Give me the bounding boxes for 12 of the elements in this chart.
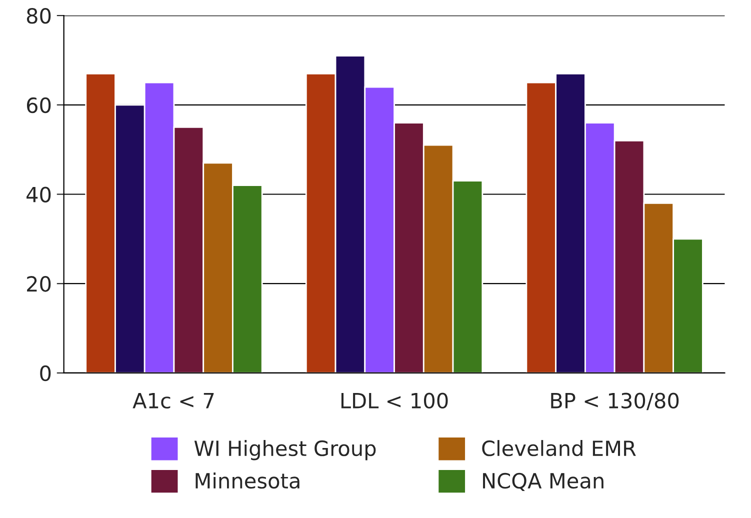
x-tick-label: BP < 130/80 — [551, 392, 679, 410]
y-tick-label: 20 — [27, 276, 51, 292]
x-tick-label: LDL < 100 — [341, 392, 448, 409]
y-tick-label: 80 — [26, 8, 51, 24]
y-tick-label: 60 — [26, 97, 51, 114]
legend-label: Cleveland EMR — [482, 440, 636, 456]
y-tick-label: 40 — [26, 186, 51, 202]
x-tick-label: A1c < 7 — [132, 393, 214, 409]
legend-label: WI Highest Group — [194, 440, 376, 460]
y-tick-label: 0 — [40, 365, 51, 382]
legend-label: Minnesota — [196, 472, 300, 489]
legend-label: NCQA Mean — [483, 472, 604, 492]
